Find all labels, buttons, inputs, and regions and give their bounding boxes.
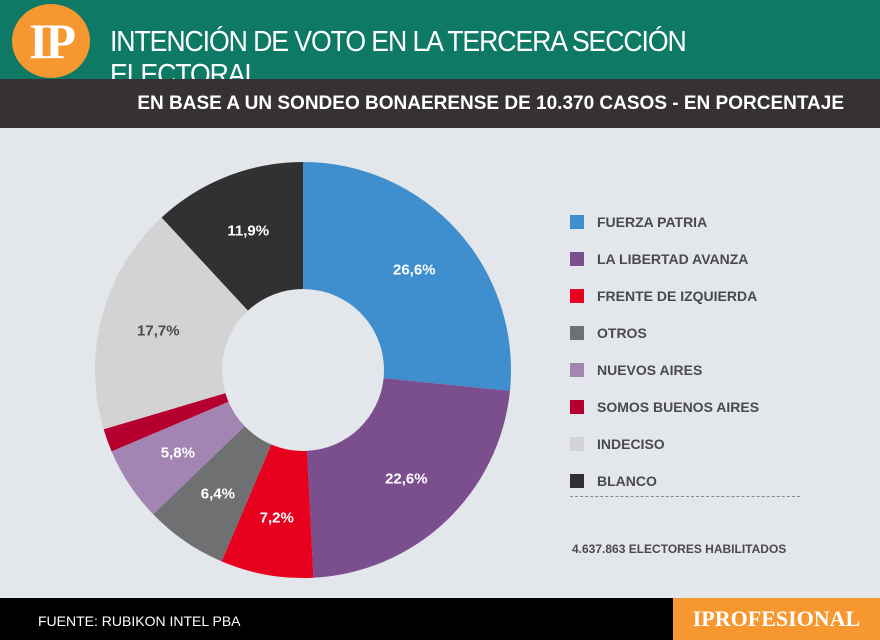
chart-subtitle: EN BASE A UN SONDEO BONAERENSE DE 10.370… — [0, 79, 880, 128]
data-label: 17,7% — [137, 322, 180, 339]
source-note: FUENTE: RUBIKON INTEL PBA — [38, 613, 241, 629]
legend-item: BLANCO — [570, 462, 759, 499]
slice-fuerza-patria — [303, 162, 512, 391]
legend-item: SOMOS BUENOS AIRES — [570, 388, 759, 425]
legend-swatch — [570, 214, 584, 229]
slice-la-libertad-avanza — [307, 378, 510, 578]
legend-item: FRENTE DE IZQUIERDA — [570, 277, 759, 314]
legend-item: NUEVOS AIRES — [570, 351, 759, 388]
brand-logo: IPROFESIONAL — [673, 598, 880, 640]
legend-label: SOMOS BUENOS AIRES — [597, 398, 760, 415]
slice-frente-de-izquierda — [221, 444, 314, 579]
legend-label: NUEVOS AIRES — [597, 361, 703, 378]
data-label: 6,4% — [201, 486, 235, 503]
legend-item: LA LIBERTAD AVANZA — [570, 240, 759, 277]
legend-label: OTROS — [597, 324, 647, 341]
legend: FUERZA PATRIA LA LIBERTAD AVANZA FRENTE DE… — [570, 203, 759, 499]
legend-swatch — [570, 288, 584, 303]
legend-swatch — [570, 473, 584, 488]
data-label: 11,9% — [227, 222, 269, 239]
slice-otros — [153, 426, 272, 562]
data-label: 26,6% — [393, 261, 436, 278]
data-label: 22,6% — [385, 471, 428, 488]
divider — [570, 496, 800, 497]
legend-swatch — [570, 325, 584, 340]
legend-swatch — [570, 436, 584, 451]
data-label: 5,8% — [161, 445, 195, 462]
legend-swatch — [570, 399, 584, 414]
electors-note: 4.637.863 ELECTORES HABILITADOS — [572, 542, 787, 556]
slice-somos-buenos-aires — [103, 393, 229, 452]
data-label: 7,2% — [260, 510, 294, 527]
legend-item: OTROS — [570, 314, 759, 351]
slice-blanco — [161, 162, 303, 311]
legend-swatch — [570, 251, 584, 266]
legend-swatch — [570, 362, 584, 377]
legend-label: LA LIBERTAD AVANZA — [597, 250, 749, 267]
legend-label: FUERZA PATRIA — [597, 213, 708, 230]
legend-item: FUERZA PATRIA — [570, 203, 759, 240]
ip-logo: IP — [12, 4, 90, 78]
legend-label: BLANCO — [597, 472, 657, 489]
legend-item: INDECISO — [570, 425, 759, 462]
legend-label: FRENTE DE IZQUIERDA — [597, 287, 758, 304]
slice-nuevos-aires — [111, 401, 245, 515]
slice-indeciso — [95, 217, 248, 430]
legend-label: INDECISO — [597, 435, 665, 452]
